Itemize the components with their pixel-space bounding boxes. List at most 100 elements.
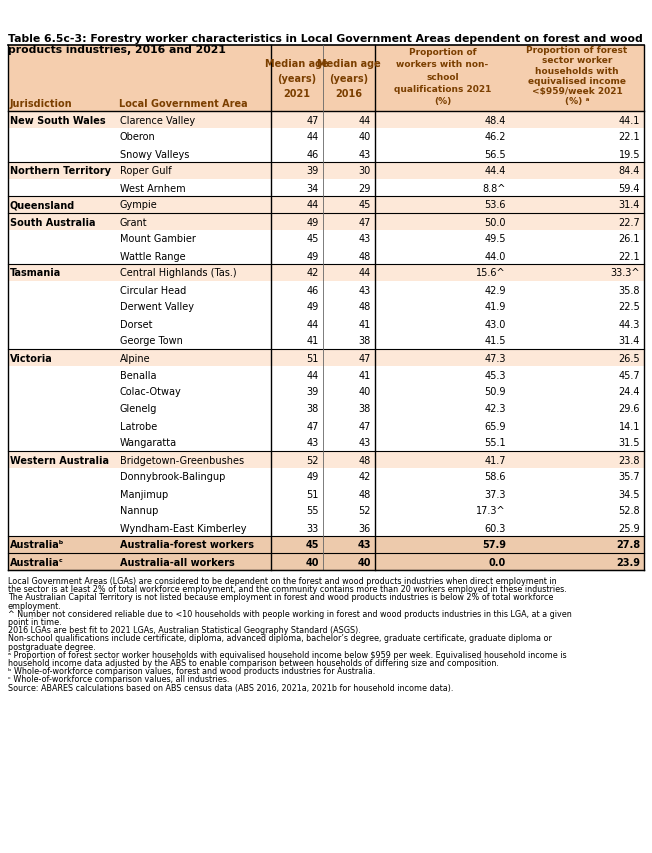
Text: Derwent Valley: Derwent Valley [120,302,194,312]
Text: 41.5: 41.5 [484,336,506,346]
Text: 22.1: 22.1 [618,132,640,142]
Text: ᶜ Whole-of-workforce comparison values, all industries.: ᶜ Whole-of-workforce comparison values, … [8,675,230,683]
Text: 53.6: 53.6 [484,200,506,210]
Text: 44: 44 [359,115,371,125]
Text: Australiaᶜ: Australiaᶜ [10,557,64,567]
Text: Gympie: Gympie [120,200,158,210]
Text: (years): (years) [329,74,368,84]
Text: 40: 40 [306,557,319,567]
Text: 23.9: 23.9 [616,557,640,567]
Text: 27.8: 27.8 [616,540,640,550]
Text: Colac-Otway: Colac-Otway [120,387,182,397]
Text: Dorset: Dorset [120,319,153,329]
Text: 14.1: 14.1 [619,421,640,431]
Text: 43: 43 [357,540,371,550]
Text: 38: 38 [306,404,319,414]
Text: 46: 46 [306,285,319,295]
Text: Donnybrook-Balingup: Donnybrook-Balingup [120,472,226,482]
Text: 41: 41 [359,319,371,329]
Text: 29.6: 29.6 [619,404,640,414]
Text: employment.: employment. [8,601,62,610]
Text: 47: 47 [359,421,371,431]
Text: postgraduate degree.: postgraduate degree. [8,641,96,651]
Text: 51: 51 [306,489,319,499]
Text: 44.4: 44.4 [484,166,506,177]
Text: 39: 39 [306,387,319,397]
Text: 44.0: 44.0 [484,251,506,261]
Text: 40: 40 [359,132,371,142]
Text: Alpine: Alpine [120,353,151,363]
Text: Jurisdiction: Jurisdiction [10,99,72,109]
Text: 29: 29 [359,183,371,194]
Text: 45: 45 [306,235,319,244]
Text: 45: 45 [306,540,319,550]
Text: Oberon: Oberon [120,132,156,142]
Text: 2016: 2016 [336,89,363,98]
Text: 46.2: 46.2 [484,132,506,142]
Text: Northern Territory: Northern Territory [10,166,111,177]
Text: 44.3: 44.3 [619,319,640,329]
Text: 41.9: 41.9 [484,302,506,312]
Text: 26.1: 26.1 [619,235,640,244]
Text: 15.6^: 15.6^ [477,268,506,278]
Text: point in time.: point in time. [8,618,62,626]
Text: 57.9: 57.9 [482,540,506,550]
Text: 41.7: 41.7 [484,455,506,465]
Text: Snowy Valleys: Snowy Valleys [120,149,189,160]
Text: 47: 47 [306,115,319,125]
Text: 43: 43 [359,149,371,160]
Text: 34.5: 34.5 [619,489,640,499]
Text: Australiaᵇ: Australiaᵇ [10,540,65,550]
Text: Nannup: Nannup [120,506,158,516]
Text: Proportion of: Proportion of [409,48,477,57]
Text: 44: 44 [306,132,319,142]
Text: 48: 48 [359,302,371,312]
Text: Tasmania: Tasmania [10,268,61,278]
Text: 30: 30 [359,166,371,177]
Text: Wyndham-East Kimberley: Wyndham-East Kimberley [120,523,246,533]
Text: 49: 49 [306,302,319,312]
Text: 50.0: 50.0 [484,218,506,227]
Text: South Australia: South Australia [10,218,95,227]
Text: Roper Gulf: Roper Gulf [120,166,171,177]
Text: Manjimup: Manjimup [120,489,168,499]
Text: 22.7: 22.7 [618,218,640,227]
Text: Wangaratta: Wangaratta [120,438,177,448]
Text: New South Wales: New South Wales [10,115,106,125]
Text: 40: 40 [357,557,371,567]
Text: 22.1: 22.1 [618,251,640,261]
Text: 47: 47 [359,353,371,363]
Text: Non-school qualifications include certificate, diploma, advanced diploma, bachel: Non-school qualifications include certif… [8,634,552,642]
Text: 0.0: 0.0 [489,557,506,567]
Text: (%) ᵃ: (%) ᵃ [565,97,589,106]
Text: 33: 33 [306,523,319,533]
Text: 59.4: 59.4 [619,183,640,194]
Text: The Australian Capital Territory is not listed because employment in forest and : The Australian Capital Territory is not … [8,593,554,601]
Text: Source: ABARES calculations based on ABS census data (ABS 2016, 2021a, 2021b for: Source: ABARES calculations based on ABS… [8,682,453,692]
Text: Central Highlands (Tas.): Central Highlands (Tas.) [120,268,237,278]
Text: 42: 42 [306,268,319,278]
Text: 38: 38 [359,336,371,346]
Text: West Arnhem: West Arnhem [120,183,186,194]
Text: Proportion of forest: Proportion of forest [526,46,628,55]
Text: 43.0: 43.0 [484,319,506,329]
Text: Median age: Median age [317,60,381,69]
Text: 48.4: 48.4 [484,115,506,125]
Text: 44.1: 44.1 [619,115,640,125]
Text: 42.9: 42.9 [484,285,506,295]
Text: 37.3: 37.3 [484,489,506,499]
Text: 48: 48 [359,489,371,499]
Text: ᵃ Proportion of forest sector worker households with equivalised household incom: ᵃ Proportion of forest sector worker hou… [8,650,567,659]
Text: Glenelg: Glenelg [120,404,157,414]
Text: 35.7: 35.7 [618,472,640,482]
Text: 31.5: 31.5 [619,438,640,448]
Text: 33.3^: 33.3^ [610,268,640,278]
Text: 43: 43 [359,438,371,448]
Text: 47.3: 47.3 [484,353,506,363]
Text: products industries, 2016 and 2021: products industries, 2016 and 2021 [8,45,226,55]
Text: qualifications 2021: qualifications 2021 [394,84,491,94]
Text: (years): (years) [278,74,317,84]
Text: ^ Number not considered reliable due to <10 households with people working in fo: ^ Number not considered reliable due to … [8,609,572,618]
Text: 35.8: 35.8 [619,285,640,295]
Text: workers with non-: workers with non- [396,61,488,69]
